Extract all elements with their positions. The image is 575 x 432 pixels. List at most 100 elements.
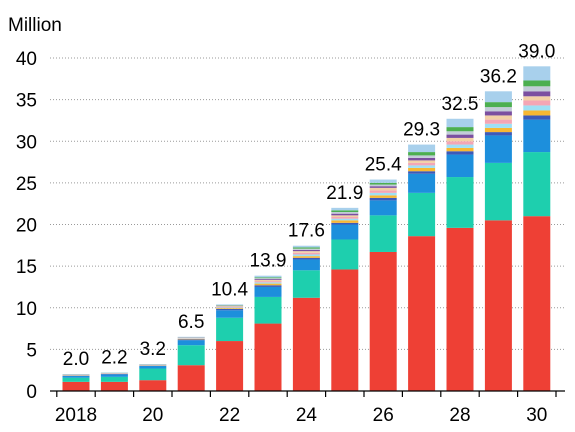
bar-segment (331, 239, 359, 270)
bar-segment (446, 131, 474, 135)
x-tick-label: 30 (526, 405, 547, 426)
bar-segment (254, 279, 282, 282)
bar-segment (446, 134, 474, 138)
bar-segment (369, 215, 397, 252)
bar-segment (446, 141, 474, 145)
total-label: 25.4 (365, 155, 402, 176)
bar-segment (331, 215, 359, 218)
bar-segment (331, 212, 359, 214)
bar-stack-2026 (369, 179, 397, 391)
bar-segment (254, 283, 282, 286)
bar-stack-2030 (523, 66, 551, 391)
total-labels: 2.0 2.2 3.2 6.5 10.413.917.621.925.429.332.5… (63, 41, 556, 370)
bar-segment (369, 195, 397, 198)
bar-segment (331, 210, 359, 213)
total-label: 17.6 (288, 221, 325, 242)
bar-segment (369, 182, 397, 185)
bar-segment (523, 216, 551, 391)
bar-segment (523, 110, 551, 116)
bar-segment (484, 119, 512, 124)
bar-segment (331, 224, 359, 240)
bar-segment (523, 96, 551, 101)
total-label: 32.5 (442, 94, 479, 115)
bar-segment (331, 269, 359, 391)
total-label: 13.9 (250, 251, 287, 272)
bar-segment (369, 197, 397, 201)
x-tick-label: 24 (296, 405, 318, 426)
bar-segment (62, 377, 90, 382)
bar-segment (446, 151, 474, 155)
x-axis-ticks: 2018 20 22 24 26 28 30 (55, 391, 557, 426)
y-tick-label: 0 (26, 382, 37, 403)
bar-segment (446, 127, 474, 132)
bar-segment (216, 308, 244, 309)
bar-segment (408, 152, 436, 156)
bar-segment (484, 123, 512, 128)
bar-segment (62, 376, 90, 378)
bar-segment (254, 277, 282, 279)
bar-segment (216, 306, 244, 307)
bar-segment (408, 160, 436, 163)
bar-segment (292, 256, 320, 258)
bar-segment (446, 147, 474, 152)
bar-segment (254, 281, 282, 283)
bar-segment (216, 310, 244, 318)
bar-segment (292, 249, 320, 252)
bar-segment (177, 345, 205, 366)
bar-segment (523, 105, 551, 111)
total-label: 2.2 (101, 347, 127, 368)
bar-segment (408, 192, 436, 237)
bar-segment (523, 100, 551, 106)
bar-segment (177, 365, 205, 391)
x-tick-label: 2018 (55, 405, 97, 426)
bar-segment (100, 376, 128, 382)
bar-segment (216, 306, 244, 308)
bar-stack-2019 (100, 372, 128, 391)
bar-segment (254, 278, 282, 280)
bar-segment (254, 286, 282, 297)
x-tick-label: 28 (449, 405, 470, 426)
y-tick-label: 15 (16, 257, 37, 278)
bar-segment (408, 165, 436, 168)
bar-segment (408, 157, 436, 161)
gridlines (50, 57, 565, 350)
bar-segment (523, 80, 551, 87)
bar-segment (331, 217, 359, 219)
bar-segment (292, 247, 320, 249)
total-label: 29.3 (403, 120, 440, 141)
bar-segment (523, 115, 551, 120)
bar-stack-2021 (177, 336, 205, 391)
bar-segment (484, 135, 512, 163)
bar-segment (139, 368, 167, 381)
bar-segment (484, 91, 512, 103)
bar-segment (100, 381, 128, 391)
bar-segment (484, 132, 512, 136)
bar-segment (62, 381, 90, 391)
bar-segment (254, 323, 282, 391)
x-tick-label: 20 (142, 405, 163, 426)
y-tick-label: 30 (16, 132, 37, 153)
bar-segment (292, 259, 320, 271)
bar-segment (254, 282, 282, 284)
bar-segment (254, 296, 282, 324)
bar-segment (292, 251, 320, 253)
bar-segment (369, 192, 397, 196)
total-label: 2.0 (63, 349, 89, 370)
bar-stack-2022 (216, 304, 244, 391)
bar-segment (139, 380, 167, 391)
bar-segment (331, 222, 359, 225)
bar-segment (369, 251, 397, 391)
bar-segment (292, 252, 320, 255)
bar-segment (292, 248, 320, 250)
y-axis-unit-label: Million (8, 15, 62, 36)
bar-segment (254, 279, 282, 280)
x-tick-label: 22 (219, 405, 240, 426)
bar-stack-2027 (408, 144, 436, 391)
bar-segment (523, 152, 551, 217)
bar-stack-2023 (254, 275, 282, 391)
bar-segment (408, 144, 436, 153)
bar-segment (292, 254, 320, 257)
bar-segment (100, 374, 128, 377)
y-tick-label: 35 (16, 91, 37, 112)
bar-segment (177, 339, 205, 341)
